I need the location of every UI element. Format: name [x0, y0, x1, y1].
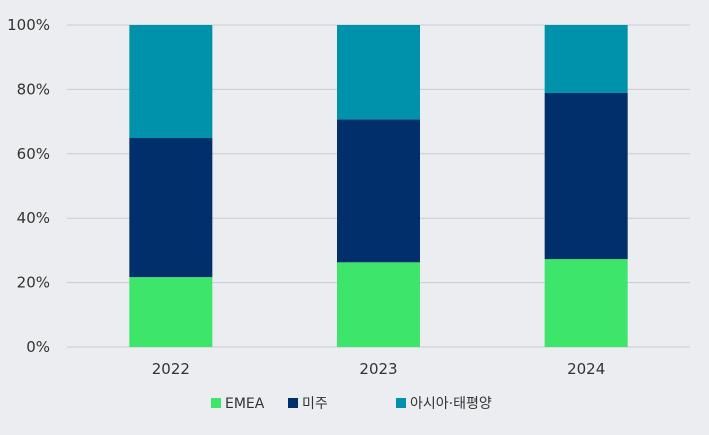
bars [129, 25, 628, 347]
y-tick-label: 20% [17, 274, 50, 292]
legend: EMEA 미주 아시아·태평양 [211, 396, 492, 412]
legend-label: 아시아·태평양 [410, 396, 492, 412]
legend-swatch [396, 398, 406, 408]
legend-swatch [288, 398, 298, 408]
x-axis-ticks: 2022 2023 2024 [152, 360, 606, 378]
bar-segment-미주-2023 [337, 119, 420, 263]
legend-label: EMEA [225, 396, 265, 412]
y-tick-label: 100% [7, 16, 50, 34]
y-tick-label: 40% [17, 209, 50, 227]
x-tick-label: 2024 [567, 360, 605, 378]
bar-segment-미주-2022 [129, 138, 213, 278]
bar-segment-아시아·태평양-2023 [337, 25, 420, 120]
bar-segment-EMEA-2024 [544, 259, 628, 347]
y-axis-ticks: 0% 20% 40% 60% 80% 100% [7, 16, 50, 356]
bar-segment-아시아·태평양-2024 [544, 25, 628, 93]
x-tick-label: 2023 [359, 360, 397, 378]
bar-segment-EMEA-2023 [337, 262, 420, 347]
y-tick-label: 80% [17, 80, 50, 98]
bar-segment-아시아·태평양-2022 [129, 25, 213, 139]
bar-segment-미주-2024 [544, 92, 628, 260]
y-tick-label: 60% [17, 145, 50, 163]
bar-segment-EMEA-2022 [129, 277, 213, 347]
x-tick-label: 2022 [152, 360, 190, 378]
y-tick-label: 0% [26, 338, 50, 356]
legend-swatch [211, 398, 221, 408]
legend-label: 미주 [302, 396, 328, 412]
